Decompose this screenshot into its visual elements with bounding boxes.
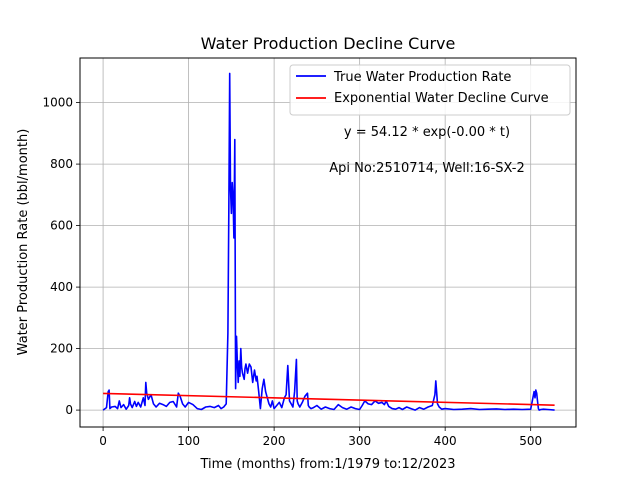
y-axis-label: Water Production Rate (bbl/month)	[16, 129, 31, 356]
x-tick-label: 300	[348, 434, 371, 448]
x-tick-label: 0	[99, 434, 107, 448]
legend-label-decline-curve: Exponential Water Decline Curve	[334, 91, 549, 106]
x-tick-label: 400	[434, 434, 457, 448]
series-line-exponential-water-decline-curve	[103, 392, 555, 406]
x-tick-label: 200	[263, 434, 286, 448]
tick-layer: 0 100 200 300 400 500 0 200 400 600 800 1000	[42, 96, 542, 448]
legend: True Water Production Rate Exponential W…	[289, 64, 571, 116]
grid-layer	[80, 58, 576, 427]
y-tick-label: 600	[50, 219, 73, 233]
equation-annotation: y = 54.12 * exp(-0.00 * t)	[344, 125, 510, 140]
y-tick-label: 1000	[42, 96, 73, 110]
legend-label-true-rate: True Water Production Rate	[333, 70, 511, 85]
chart-title: Water Production Decline Curve	[201, 34, 456, 53]
series-line-true-water-production-rate	[102, 72, 555, 411]
x-axis-label: Time (months) from:1/1979 to:12/2023	[199, 457, 455, 472]
legend-box	[289, 64, 571, 116]
y-tick-label: 800	[50, 157, 73, 171]
y-tick-label: 0	[65, 403, 73, 417]
y-tick-label: 200	[50, 342, 73, 356]
x-tick-label: 500	[519, 434, 542, 448]
series-layer	[102, 72, 555, 411]
plot-frame	[79, 57, 577, 428]
y-tick-label: 400	[50, 280, 73, 294]
x-tick-label: 100	[177, 434, 200, 448]
well-annotation: Api No:2510714, Well:16-SX-2	[329, 161, 525, 176]
